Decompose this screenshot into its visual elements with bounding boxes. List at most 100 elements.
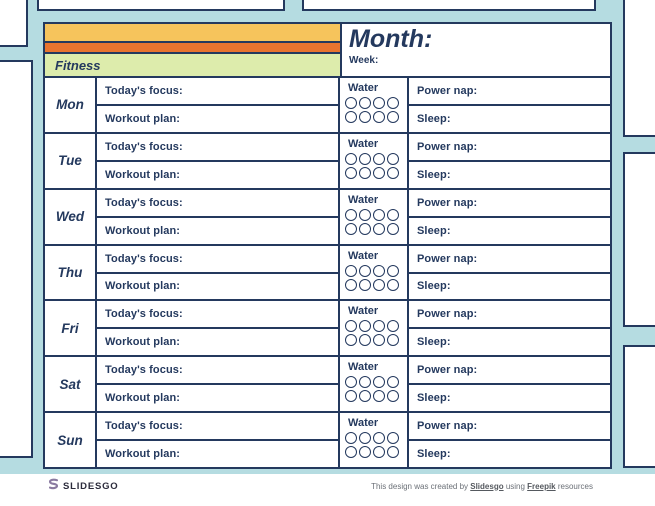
water-circle[interactable] [359, 222, 371, 235]
water-circle[interactable] [359, 111, 371, 123]
power-nap-label: Power nap: [417, 196, 478, 209]
workout-plan-field: Workout plan: [97, 383, 338, 411]
nap-column: Power nap: Sleep: [409, 78, 610, 132]
water-circle[interactable] [387, 278, 399, 291]
water-circle[interactable] [387, 166, 399, 179]
water-label: Water [348, 417, 379, 430]
water-circle[interactable] [345, 208, 357, 221]
water-label: Water [348, 361, 379, 374]
water-circles [345, 320, 401, 347]
water-circle[interactable] [387, 152, 399, 165]
water-circle[interactable] [373, 152, 385, 165]
water-circle[interactable] [359, 166, 371, 179]
water-circle[interactable] [373, 446, 385, 459]
water-circle[interactable] [373, 166, 385, 179]
water-circle[interactable] [359, 320, 371, 333]
water-circle[interactable] [345, 446, 357, 459]
water-circle[interactable] [373, 334, 385, 347]
water-circle[interactable] [345, 264, 357, 277]
water-circle[interactable] [359, 208, 371, 221]
slidesgo-link[interactable]: Slidesgo [470, 481, 504, 491]
water-tracker: Water [340, 78, 409, 132]
power-nap-field: Power nap: [409, 357, 610, 383]
power-nap-field: Power nap: [409, 413, 610, 439]
water-circle[interactable] [345, 97, 357, 109]
slidesgo-logo[interactable]: SLIDESGO [48, 477, 119, 495]
water-circle[interactable] [345, 166, 357, 179]
water-circle[interactable] [345, 376, 357, 389]
water-circle[interactable] [345, 334, 357, 347]
nap-column: Power nap: Sleep: [409, 301, 610, 355]
focus-column: Today's focus: Workout plan: [97, 189, 340, 244]
sleep-field: Sleep: [409, 103, 610, 132]
sleep-field: Sleep: [409, 327, 610, 355]
water-circle[interactable] [387, 376, 399, 389]
sleep-field: Sleep: [409, 271, 610, 300]
water-label: Water [348, 193, 379, 206]
water-circle[interactable] [387, 432, 399, 445]
todays-focus-field: Today's focus: [97, 413, 338, 439]
water-circle[interactable] [373, 264, 385, 277]
water-circle[interactable] [387, 97, 399, 109]
workout-plan-label: Workout plan: [105, 224, 181, 237]
water-circle[interactable] [345, 432, 357, 445]
power-nap-field: Power nap: [409, 78, 610, 104]
day-label: Thu [45, 245, 97, 300]
water-circle[interactable] [359, 152, 371, 165]
water-circle[interactable] [345, 222, 357, 235]
workout-plan-field: Workout plan: [97, 271, 338, 300]
water-circles [345, 152, 401, 179]
power-nap-field: Power nap: [409, 190, 610, 216]
water-circle[interactable] [359, 264, 371, 277]
sleep-label: Sleep: [417, 224, 451, 237]
background-panel-right-1 [623, 0, 655, 137]
workout-plan-label: Workout plan: [105, 448, 181, 461]
day-label: Sat [45, 357, 97, 412]
workout-plan-field: Workout plan: [97, 159, 338, 188]
water-label: Water [348, 305, 379, 318]
credit-text: This design was created by Slidesgo usin… [371, 482, 593, 491]
water-circle[interactable] [373, 208, 385, 221]
water-circle[interactable] [345, 320, 357, 333]
water-circle[interactable] [373, 390, 385, 403]
day-row: Sun Today's focus: Workout plan: Water P… [45, 411, 610, 468]
water-circle[interactable] [359, 278, 371, 291]
water-circle[interactable] [373, 111, 385, 123]
water-circle[interactable] [359, 376, 371, 389]
sleep-label: Sleep: [417, 112, 451, 125]
todays-focus-label: Today's focus: [105, 196, 183, 209]
water-circle[interactable] [359, 446, 371, 459]
water-circle[interactable] [345, 390, 357, 403]
water-circle[interactable] [373, 432, 385, 445]
workout-plan-field: Workout plan: [97, 103, 338, 132]
sleep-field: Sleep: [409, 215, 610, 244]
water-circle[interactable] [387, 222, 399, 235]
water-circle[interactable] [373, 222, 385, 235]
water-circle[interactable] [387, 334, 399, 347]
water-circle[interactable] [345, 111, 357, 123]
water-circle[interactable] [387, 208, 399, 221]
water-circle[interactable] [359, 432, 371, 445]
focus-column: Today's focus: Workout plan: [97, 133, 340, 188]
water-circle[interactable] [373, 278, 385, 291]
water-circle[interactable] [387, 264, 399, 277]
water-circle[interactable] [359, 334, 371, 347]
water-circle[interactable] [373, 97, 385, 109]
background-panel-right-2 [623, 152, 655, 327]
water-circle[interactable] [387, 446, 399, 459]
water-circle[interactable] [345, 278, 357, 291]
water-circle[interactable] [387, 111, 399, 123]
week-label: Week: [349, 54, 379, 66]
water-circle[interactable] [359, 97, 371, 109]
water-circle[interactable] [373, 320, 385, 333]
freepik-link[interactable]: Freepik [527, 481, 556, 491]
day-label: Wed [45, 189, 97, 244]
water-circle[interactable] [387, 390, 399, 403]
footer: SLIDESGO This design was created by Slid… [0, 474, 655, 506]
water-circle[interactable] [373, 376, 385, 389]
focus-column: Today's focus: Workout plan: [97, 301, 340, 356]
water-circle[interactable] [345, 152, 357, 165]
sleep-label: Sleep: [417, 392, 451, 405]
water-circle[interactable] [359, 390, 371, 403]
water-circle[interactable] [387, 320, 399, 333]
